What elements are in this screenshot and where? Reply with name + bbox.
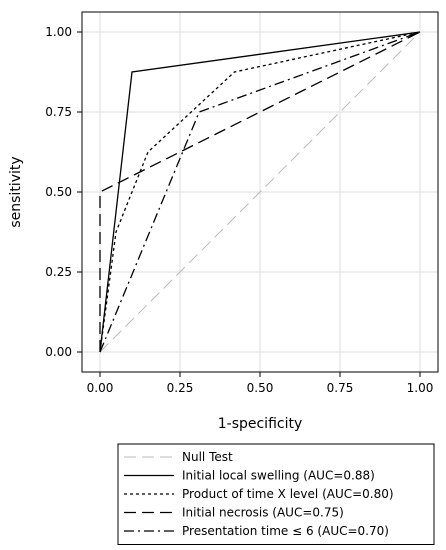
legend-box [117,443,435,545]
y-tick-label: 0.75 [45,105,72,119]
x-tick-label: 0.25 [167,381,194,395]
y-tick-label: 0.50 [45,185,72,199]
series-line-1 [99,31,421,353]
y-tick-label: 1.00 [45,25,72,39]
grid [82,12,438,372]
x-tick-label: 0.75 [327,381,354,395]
legend-entry-1: Initial local swelling (AUC=0.88) [182,469,375,483]
x-tick-label: 0.00 [87,381,114,395]
y-tick-label: 0.25 [45,265,72,279]
series-line-3 [99,31,421,352]
x-ticks: 0.00 0.25 0.50 0.75 1.00 [87,372,434,395]
legend-entry-4: Presentation time ≤ 6 (AUC=0.70) [182,524,389,538]
series-lines [99,31,421,353]
y-axis-label: sensitivity [8,156,24,227]
legend-entry-3: Initial necrosis (AUC=0.75) [182,506,344,520]
legend-entry-0: Null Test [182,450,233,464]
legend-entry-2: Product of time X level (AUC=0.80) [182,487,394,501]
series-line-4 [99,31,421,353]
x-tick-label: 1.00 [407,381,434,395]
series-line-0 [99,31,421,353]
x-tick-label: 0.50 [247,381,274,395]
x-axis-label: 1-specificity [218,416,303,432]
y-ticks: 0.00 0.25 0.50 0.75 1.00 [45,25,82,359]
series-line-2 [99,31,421,353]
y-tick-label: 0.00 [45,345,72,359]
legend: Null Test Initial local swelling (AUC=0.8… [117,443,435,545]
